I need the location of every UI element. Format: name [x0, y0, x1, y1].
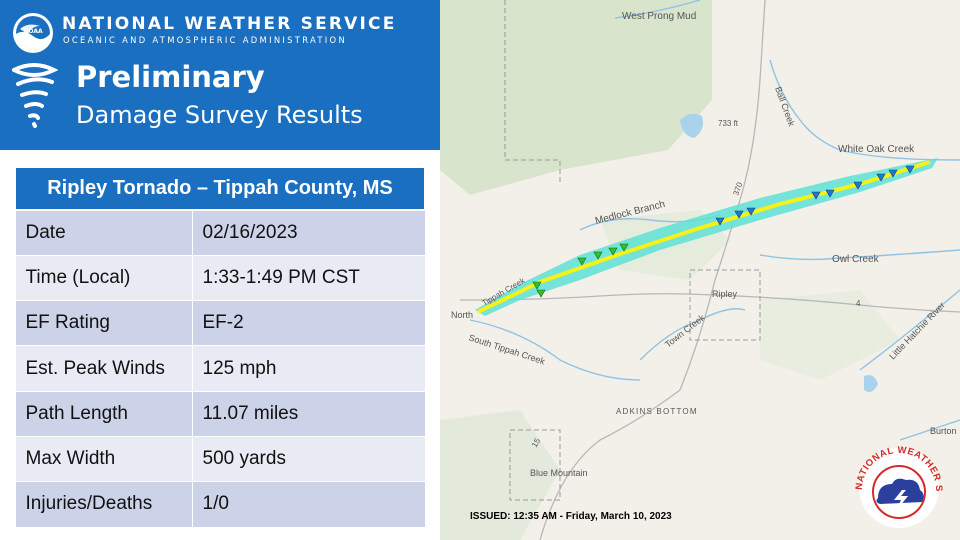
forest-area: [440, 410, 560, 540]
map-label: Burton: [930, 426, 957, 436]
map-label: Blue Mountain: [530, 468, 588, 478]
table-row: Time (Local) 1:33-1:49 PM CST: [14, 254, 426, 302]
city-limits: [689, 269, 761, 341]
boundary-line: [504, 0, 561, 185]
tornado-icon: [12, 63, 58, 128]
damage-point-marker: [876, 173, 886, 182]
map-label: Ripley: [712, 289, 738, 299]
row-value: 500 yards: [191, 435, 426, 483]
header-banner: NOAA NATIONAL WEATHER SERVICE OCEANIC AN…: [0, 0, 440, 150]
road-line: [539, 389, 681, 540]
table-row: EF Rating EF-2: [14, 300, 426, 347]
row-label: EF Rating: [14, 300, 193, 347]
lake: [864, 375, 878, 392]
agency-title: NATIONAL WEATHER SERVICE: [62, 14, 397, 34]
road-line: [714, 294, 960, 313]
row-label: Date: [14, 209, 193, 256]
lake: [680, 113, 703, 138]
forest-area: [760, 290, 900, 380]
damage-point-marker: [734, 210, 744, 219]
creek-line: [769, 59, 960, 161]
row-value: 11.07 miles: [191, 390, 426, 437]
creek-line: [859, 289, 960, 371]
row-value: 125 mph: [191, 345, 426, 392]
row-value: 02/16/2023: [191, 209, 426, 256]
map-canvas: West Prong Mud Ball Creek 733 ft White O…: [440, 0, 960, 540]
damage-point-marker: [905, 165, 915, 174]
damage-point-marker: [593, 251, 603, 260]
table-title: Ripley Tornado – Tippah County, MS: [14, 166, 426, 211]
noaa-logo: NOAA: [13, 13, 53, 53]
row-label: Max Width: [14, 435, 193, 483]
damage-point-marker: [577, 257, 587, 266]
damage-point-marker: [888, 169, 898, 178]
map-label: 370: [731, 181, 744, 197]
agency-subtitle: OCEANIC AND ATMOSPHERIC ADMINISTRATION: [63, 35, 348, 45]
issued-timestamp: ISSUED: 12:35 AM - Friday, March 10, 202…: [470, 511, 672, 522]
table-row: Date 02/16/2023: [14, 209, 426, 256]
row-label: Injuries/Deaths: [14, 481, 193, 528]
city-limits: [509, 429, 561, 501]
row-value: 1:33-1:49 PM CST: [191, 254, 426, 302]
map-label: West Prong Mud: [622, 11, 696, 22]
lightning-icon: [894, 490, 908, 512]
damage-point-marker: [811, 191, 821, 200]
row-value: 1/0: [191, 481, 426, 528]
noaa-logo-text: NOAA: [23, 28, 43, 35]
map-label: 4: [856, 299, 861, 308]
damage-point-marker: [532, 281, 542, 290]
damage-point-marker: [536, 289, 546, 298]
damage-point-marker: [746, 207, 756, 216]
subheadline: Damage Survey Results: [76, 101, 363, 129]
table-row: Path Length 11.07 miles: [14, 390, 426, 437]
map-label: Owl Creek: [832, 254, 880, 265]
creek-line: [639, 308, 746, 361]
damage-point-marker: [715, 217, 725, 226]
survey-table: Ripley Tornado – Tippah County, MS Date …: [14, 166, 426, 528]
row-label: Est. Peak Winds: [14, 345, 193, 392]
table-row: Est. Peak Winds 125 mph: [14, 345, 426, 392]
forest-area: [440, 0, 712, 195]
headline: Preliminary: [76, 60, 265, 94]
creek-line: [614, 0, 701, 19]
creek-line: [469, 319, 641, 381]
damage-point-marker: [825, 189, 835, 198]
map-label: North: [451, 310, 473, 320]
damage-point-marker: [853, 181, 863, 190]
map-label: ADKINS BOTTOM: [616, 407, 698, 416]
creek-line: [759, 249, 960, 261]
cloud-icon: [876, 478, 924, 504]
map-label: White Oak Creek: [838, 144, 915, 155]
table-row: Injuries/Deaths 1/0: [14, 481, 426, 528]
map-label: 733 ft: [718, 119, 739, 128]
damage-point-marker: [619, 243, 629, 252]
row-label: Path Length: [14, 390, 193, 437]
row-label: Time (Local): [14, 254, 193, 302]
road-line: [679, 0, 766, 391]
row-value: EF-2: [191, 300, 426, 347]
damage-map[interactable]: West Prong Mud Ball Creek 733 ft White O…: [440, 0, 960, 540]
creek-line: [899, 419, 960, 441]
table-row: Max Width 500 yards: [14, 435, 426, 483]
damage-swath: [475, 158, 938, 316]
damage-point-marker: [608, 247, 618, 256]
nws-logo: NATIONAL WEATHER SERVICE: [848, 438, 943, 528]
